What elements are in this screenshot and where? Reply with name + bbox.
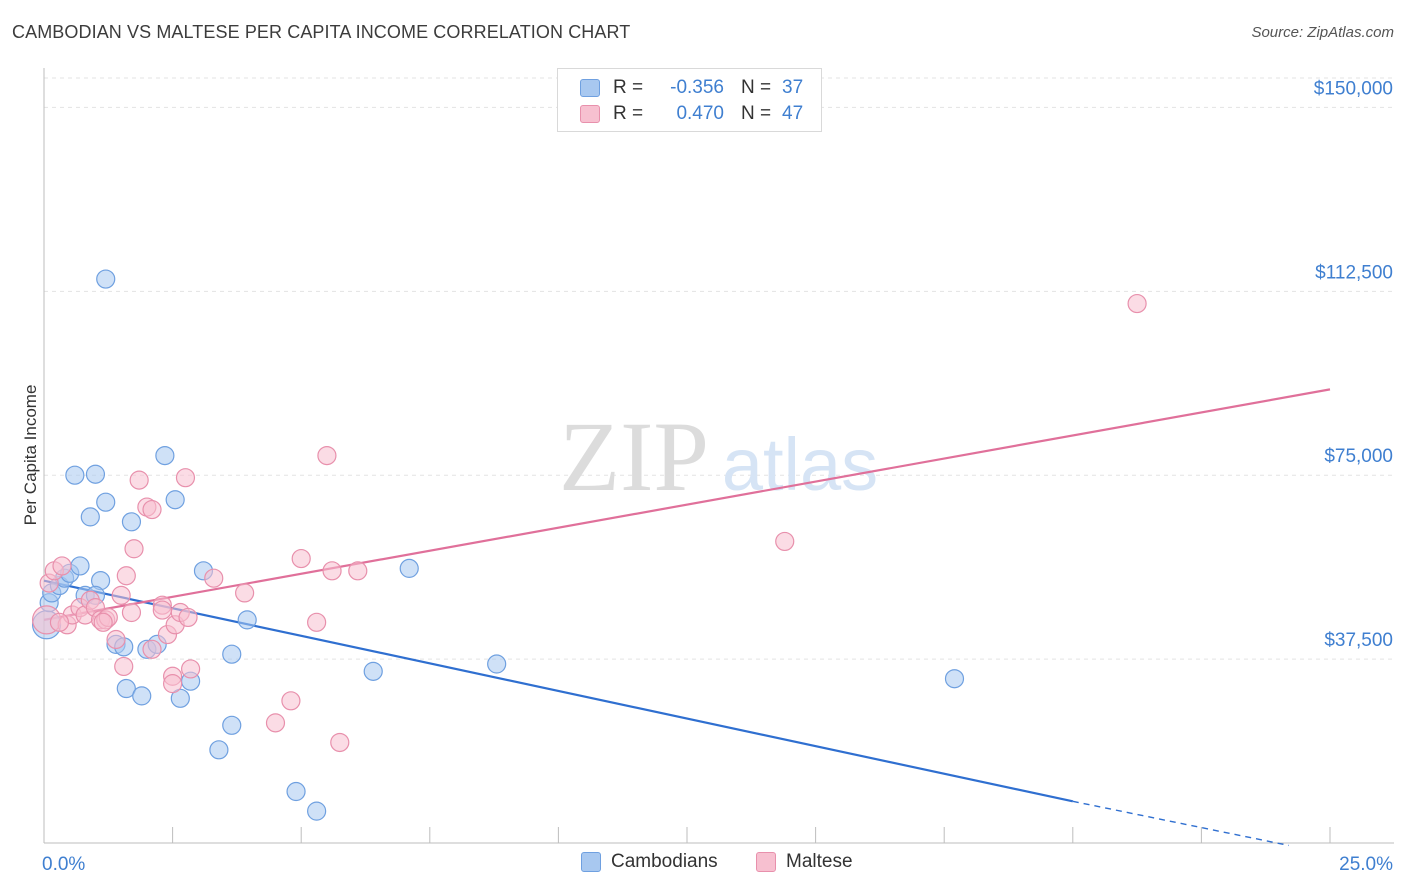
legend-n-label: N =: [741, 103, 772, 124]
data-point-maltese: [281, 691, 301, 711]
legend-swatch-cambodians: [580, 79, 600, 97]
data-point-maltese: [49, 612, 70, 632]
y-tick-label: $112,500: [1315, 262, 1393, 283]
data-point-cambodians: [121, 512, 142, 532]
data-point-maltese: [775, 531, 795, 552]
data-point-maltese: [114, 656, 134, 677]
legend-item-maltese[interactable]: Maltese: [756, 851, 853, 873]
watermark: ZIP atlas: [559, 401, 878, 512]
y-tick-label: $75,000: [1324, 446, 1393, 467]
legend-swatch-cambodians: [581, 852, 601, 872]
watermark-zip: ZIP: [559, 401, 709, 512]
trend-lines: [43, 388, 1331, 847]
data-point-cambodians: [363, 661, 383, 681]
data-point-maltese: [330, 732, 350, 753]
data-point-cambodians: [96, 492, 116, 512]
data-point-maltese: [307, 612, 327, 632]
data-point-maltese: [129, 470, 149, 490]
data-point-maltese: [348, 561, 368, 581]
data-point-maltese: [121, 602, 142, 623]
series-legend: Cambodians Maltese: [0, 851, 1406, 877]
data-point-cambodians: [96, 269, 116, 289]
trend-line-maltese: [43, 388, 1331, 621]
data-point-cambodians: [222, 644, 242, 664]
data-point-maltese: [175, 468, 196, 488]
data-point-maltese: [52, 556, 72, 576]
correlation-legend: R = -0.356 N = 37 R = 0.470 N = 47: [557, 68, 822, 132]
y-tick-label: $150,000: [1314, 78, 1393, 99]
data-point-maltese: [142, 639, 162, 659]
data-point-maltese: [181, 659, 201, 679]
data-point-maltese: [317, 445, 337, 466]
data-point-cambodians: [155, 445, 175, 466]
data-point-maltese: [106, 629, 126, 650]
legend-r-value: -0.356: [670, 77, 724, 98]
trend-line-cambodians: [43, 579, 1074, 803]
data-point-maltese: [111, 585, 131, 605]
data-point-cambodians: [222, 715, 242, 735]
data-point-maltese: [291, 548, 311, 569]
data-point-cambodians: [399, 558, 419, 578]
data-point-cambodians: [116, 678, 136, 699]
legend-row-cambodians: R = -0.356 N = 37: [580, 76, 803, 100]
data-point-maltese: [124, 539, 144, 559]
data-point-maltese: [322, 561, 342, 581]
data-point-cambodians: [209, 740, 229, 760]
axes: [43, 68, 1394, 844]
data-point-cambodians: [165, 490, 185, 510]
source-label: Source: ZipAtlas.com: [1251, 24, 1394, 41]
legend-item-cambodians[interactable]: Cambodians: [581, 851, 718, 873]
data-point-cambodians: [487, 654, 507, 674]
watermark-atlas: atlas: [722, 423, 878, 506]
data-point-cambodians: [70, 556, 90, 576]
trend-line-extension-cambodians: [1072, 800, 1289, 847]
data-points: [31, 269, 1147, 821]
legend-r-value: 0.470: [676, 103, 724, 124]
x-tick-labels: 0.0% 25.0%: [42, 854, 1393, 875]
legend-n-label: N =: [741, 77, 772, 98]
data-point-cambodians: [944, 669, 965, 689]
data-point-maltese: [1127, 293, 1147, 314]
data-point-maltese: [265, 713, 286, 733]
data-point-cambodians: [307, 801, 327, 821]
legend-label-maltese: Maltese: [786, 851, 853, 872]
gridlines: [44, 77, 1394, 660]
data-point-cambodians: [237, 610, 257, 630]
data-point-cambodians: [286, 781, 306, 802]
data-point-maltese: [178, 607, 198, 628]
x-tick-label: 25.0%: [1339, 854, 1393, 875]
legend-swatch-maltese: [580, 105, 600, 123]
data-point-maltese: [152, 600, 172, 620]
data-point-cambodians: [85, 464, 106, 484]
chart-title: CAMBODIAN VS MALTESE PER CAPITA INCOME C…: [12, 22, 631, 42]
legend-r-label: R =: [613, 103, 644, 124]
y-axis-label: Per Capita Income: [21, 385, 40, 526]
legend-r-label: R =: [613, 77, 644, 98]
data-point-cambodians: [80, 507, 100, 527]
y-tick-labels: $37,500 $75,000 $112,500 $150,000: [1314, 78, 1393, 651]
legend-label-cambodians: Cambodians: [611, 851, 718, 872]
x-tick-label: 0.0%: [42, 854, 85, 875]
data-point-maltese: [93, 612, 113, 632]
data-point-maltese: [142, 499, 162, 520]
legend-n-value: 47: [782, 103, 804, 124]
legend-row-maltese: R = 0.470 N = 47: [580, 102, 803, 126]
data-point-maltese: [116, 566, 136, 586]
data-point-cambodians: [65, 465, 85, 485]
data-point-maltese: [163, 674, 183, 694]
data-point-cambodians: [132, 686, 152, 706]
data-point-maltese: [204, 568, 224, 588]
legend-n-value: 37: [782, 77, 804, 98]
legend-swatch-maltese: [756, 852, 776, 872]
y-tick-label: $37,500: [1324, 630, 1393, 651]
data-point-maltese: [235, 583, 255, 603]
